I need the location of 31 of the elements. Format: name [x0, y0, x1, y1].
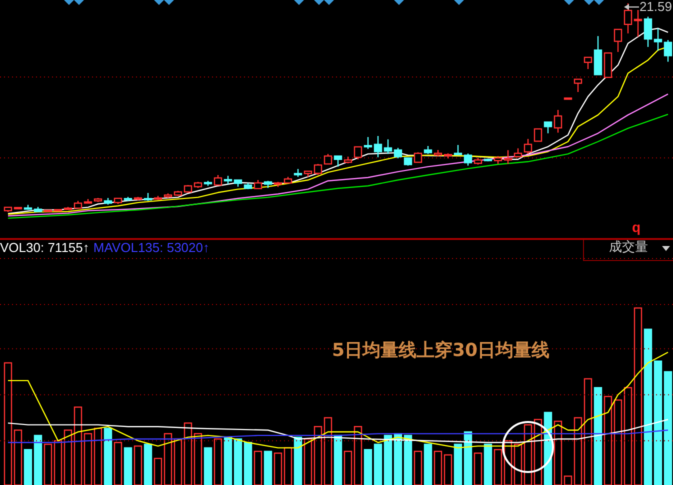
bar — [24, 449, 32, 485]
annotation: 5日均量线上穿30日均量线 — [332, 340, 550, 361]
annotation: 21.59 — [639, 0, 672, 14]
text: q — [632, 219, 641, 236]
bar — [644, 328, 652, 485]
bar — [384, 434, 392, 485]
bar — [244, 442, 252, 485]
bar — [454, 444, 462, 485]
bar — [334, 434, 342, 485]
bar — [404, 434, 412, 485]
text: 成交量 — [609, 240, 648, 256]
bar — [234, 438, 242, 485]
bar — [394, 433, 402, 485]
bar — [204, 447, 212, 485]
bar — [264, 450, 272, 485]
text: MAVOL135: 53020↑ — [93, 240, 210, 255]
bar — [654, 360, 662, 485]
bar — [374, 444, 382, 485]
bar — [104, 428, 112, 485]
bar — [464, 431, 472, 485]
bar — [594, 387, 602, 485]
text: VOL30: 71155↑ — [0, 240, 90, 255]
bar — [664, 371, 672, 485]
bar — [364, 449, 372, 485]
bar — [224, 436, 232, 485]
bar — [34, 434, 42, 485]
bar — [144, 444, 152, 485]
bar — [484, 444, 492, 485]
bar — [294, 436, 302, 485]
bar — [124, 447, 132, 485]
bar — [424, 444, 432, 485]
